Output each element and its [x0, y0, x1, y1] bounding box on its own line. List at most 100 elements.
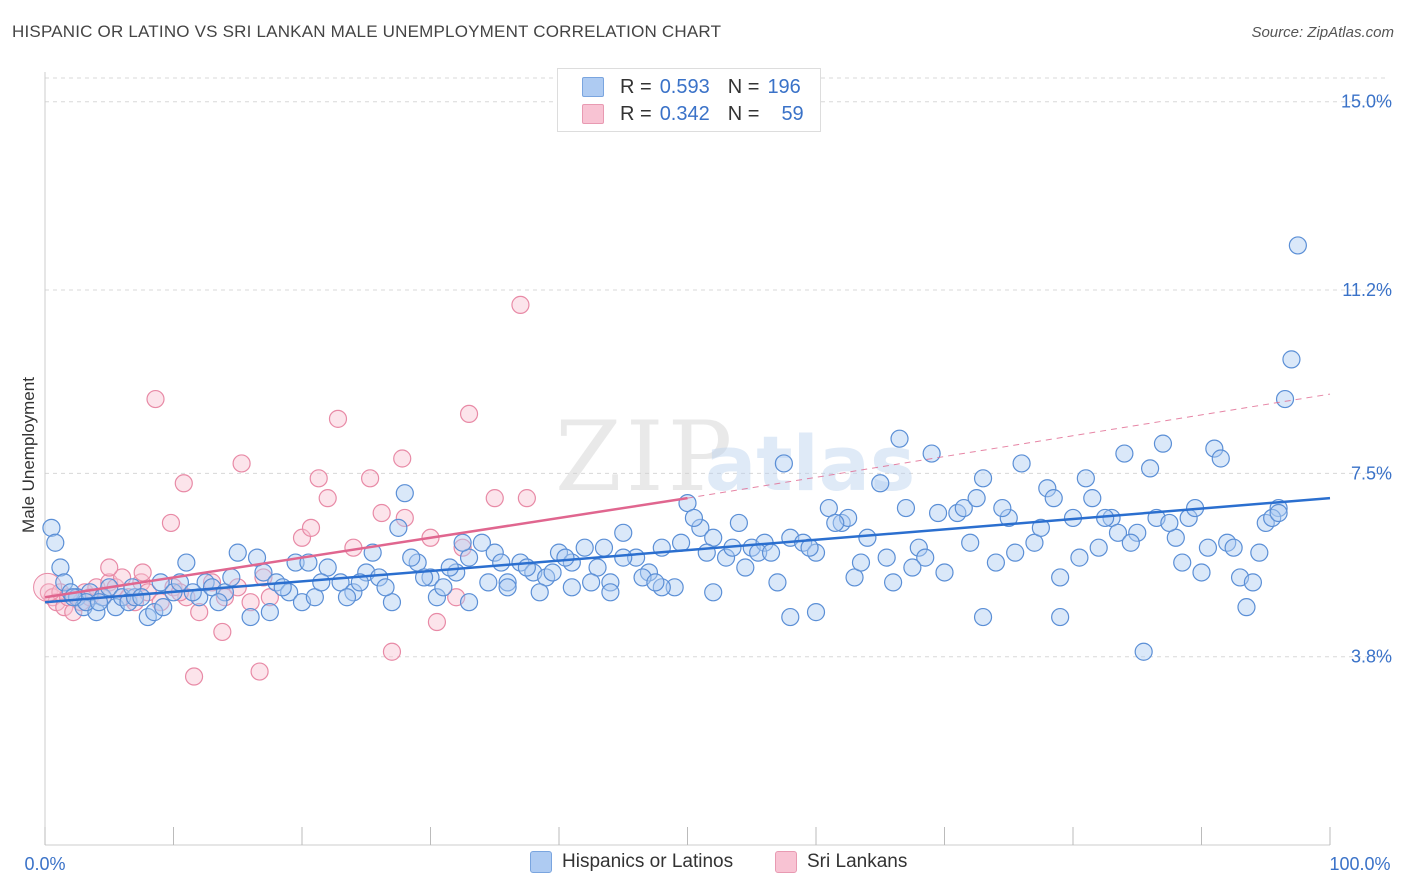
- data-point-sri-lankan: [174, 474, 193, 493]
- data-point-sri-lankan: [517, 489, 536, 508]
- data-point-hispanic: [209, 593, 228, 612]
- legend-r-label: R =: [620, 102, 652, 125]
- y-axis-label: Male Unemployment: [19, 377, 38, 533]
- data-point-hispanic: [440, 558, 459, 577]
- data-point-hispanic: [479, 573, 498, 592]
- data-point-hispanic: [761, 543, 781, 562]
- data-point-hispanic: [389, 518, 408, 537]
- data-point-sri-lankan: [361, 469, 380, 488]
- chart-title: HISPANIC OR LATINO VS SRI LANKAN MALE UN…: [12, 22, 722, 41]
- data-point-hispanic: [556, 548, 575, 567]
- data-point-hispanic: [614, 523, 633, 542]
- x-tick-label: 100.0%: [1329, 854, 1390, 874]
- data-point-hispanic: [241, 607, 260, 627]
- data-point-hispanic: [485, 543, 504, 562]
- data-point-sri-lankan: [459, 404, 479, 424]
- data-point-sri-lankan: [64, 603, 83, 622]
- data-point-sri-lankan: [184, 667, 204, 686]
- data-point-hispanic: [132, 588, 151, 607]
- data-point-hispanic: [498, 578, 517, 597]
- bottom-legend-label: Hispanics or Latinos: [562, 851, 734, 872]
- data-point-hispanic: [530, 583, 549, 602]
- legend-row-sri-lankans: R = 0.342 N = 59: [582, 102, 804, 126]
- data-point-hispanic: [312, 573, 331, 592]
- data-point-hispanic: [1269, 503, 1288, 523]
- data-point-hispanic: [922, 444, 941, 463]
- legend-n-label: N =: [727, 75, 760, 98]
- data-point-hispanic: [1083, 489, 1102, 508]
- data-point-hispanic: [183, 583, 202, 602]
- y-tick-label: 3.8%: [1351, 647, 1392, 667]
- data-point-hispanic: [993, 498, 1012, 518]
- data-point-sri-lankan: [382, 642, 402, 661]
- data-point-hispanic: [395, 484, 414, 503]
- series-hispanics: [42, 236, 1307, 661]
- data-point-hispanic: [916, 548, 935, 567]
- data-point-sri-lankan: [309, 469, 328, 488]
- bottom-legend-hispanics: Hispanics or Latinos: [530, 851, 733, 873]
- data-point-hispanic: [575, 538, 594, 557]
- legend-n-value: 59: [781, 102, 804, 125]
- watermark-atlas: atlas: [705, 419, 915, 508]
- data-point-hispanic: [1192, 563, 1211, 582]
- data-point-hispanic: [1108, 523, 1128, 542]
- data-point-hispanic: [961, 533, 980, 552]
- data-point-sri-lankan: [372, 503, 391, 523]
- data-point-hispanic: [402, 548, 421, 567]
- data-point-hispanic: [337, 588, 357, 607]
- data-point-sri-lankan: [511, 295, 530, 314]
- data-point-hispanic: [154, 598, 173, 617]
- y-tick-label: 15.0%: [1341, 92, 1392, 112]
- data-point-hispanic: [1243, 573, 1263, 592]
- legend-swatch-blue: [582, 77, 604, 97]
- data-point-hispanic: [691, 518, 710, 537]
- data-point-hispanic: [1051, 607, 1070, 627]
- data-point-hispanic: [858, 528, 877, 547]
- data-point-hispanic: [247, 548, 267, 567]
- data-point-hispanic: [1140, 459, 1160, 478]
- series-sri-lankans: [33, 295, 536, 686]
- data-point-sri-lankan: [250, 662, 269, 681]
- bottom-legend-swatch-blue: [530, 851, 552, 873]
- data-point-hispanic: [1051, 568, 1070, 587]
- data-point-hispanic: [376, 578, 395, 597]
- trend-line-sri-lankans: [44, 496, 688, 599]
- data-point-hispanic: [903, 558, 922, 577]
- data-point-hispanic: [973, 607, 993, 627]
- data-point-hispanic: [896, 498, 916, 518]
- data-point-hispanic: [228, 543, 247, 562]
- data-point-sri-lankan: [453, 538, 472, 557]
- bottom-legend-sri-lankans: Sri Lankans: [775, 851, 907, 873]
- axis-layer: [44, 72, 1331, 846]
- data-point-hispanic: [768, 573, 787, 592]
- data-point-hispanic: [260, 603, 279, 622]
- legend-row-hispanics: R = 0.593 N = 196: [582, 75, 801, 99]
- data-point-hispanic: [1211, 449, 1230, 468]
- data-point-hispanic: [492, 553, 511, 572]
- data-point-hispanic: [954, 498, 973, 518]
- data-point-sri-lankan: [241, 593, 260, 612]
- data-point-hispanic: [601, 573, 620, 592]
- data-point-hispanic: [459, 593, 479, 612]
- data-point-hispanic: [973, 469, 993, 488]
- stats-legend: R = 0.593 N = 196 R = 0.342 N = 59: [557, 68, 821, 132]
- data-point-hispanic: [414, 568, 434, 587]
- data-point-hispanic: [601, 583, 620, 602]
- data-point-hispanic: [1121, 533, 1140, 552]
- data-point-hispanic: [729, 513, 749, 533]
- data-point-hispanic: [145, 603, 164, 622]
- data-point-hispanic: [594, 538, 614, 557]
- data-point-hispanic: [55, 573, 74, 592]
- legend-n-label: N =: [727, 102, 760, 125]
- legend-r-value: 0.593: [659, 75, 710, 98]
- data-point-sri-lankan: [427, 612, 447, 632]
- data-point-hispanic: [421, 568, 440, 587]
- data-point-hispanic: [472, 533, 491, 552]
- data-point-hispanic: [51, 558, 70, 577]
- data-point-hispanic: [1282, 350, 1301, 369]
- data-point-hispanic: [434, 578, 453, 597]
- data-point-hispanic: [1250, 543, 1269, 562]
- watermark-zip: ZIP: [555, 401, 736, 513]
- data-point-hispanic: [1288, 236, 1307, 255]
